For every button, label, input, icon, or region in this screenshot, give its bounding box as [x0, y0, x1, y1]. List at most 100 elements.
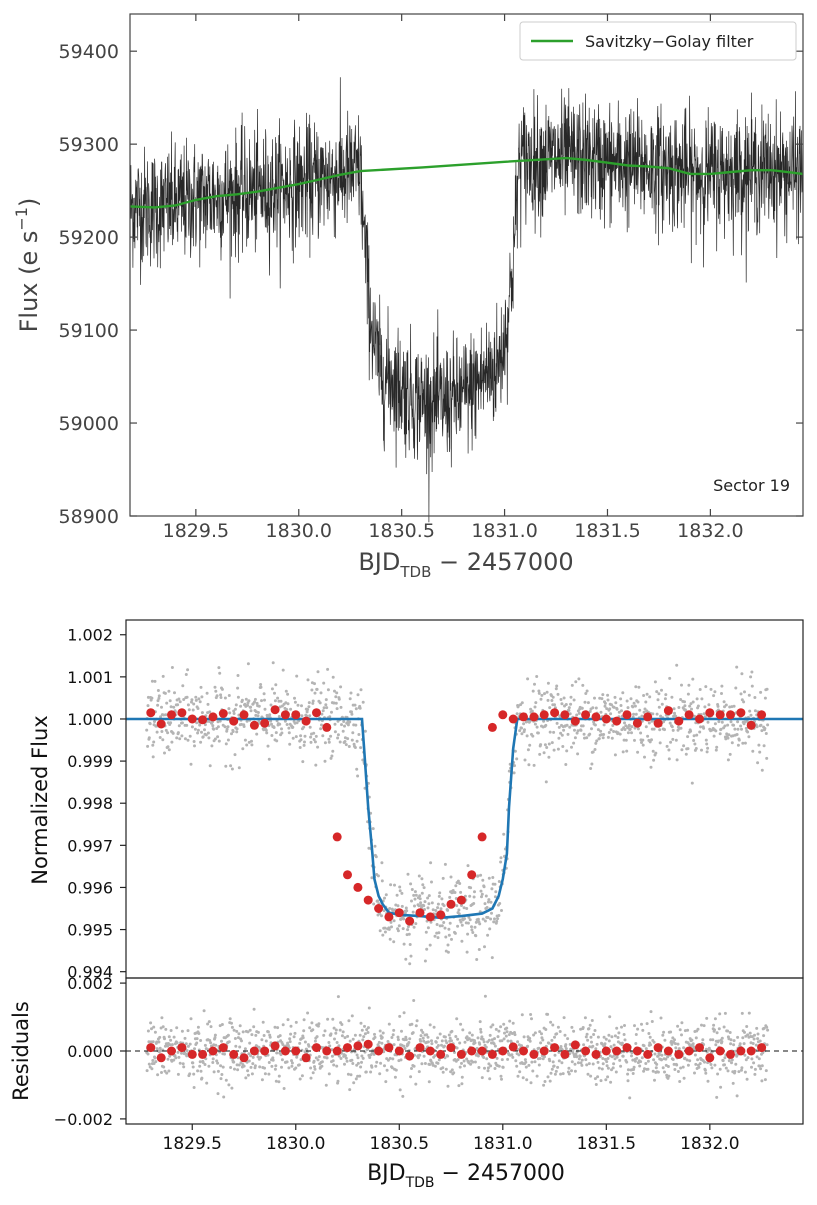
middle-raw-point [569, 702, 573, 706]
middle-raw-point [359, 746, 363, 750]
middle-raw-point [166, 745, 170, 749]
bottom-raw-residual-point [705, 1016, 709, 1020]
bottom-raw-residual-point [423, 1062, 427, 1065]
bottom-binned-residual-point [353, 1041, 363, 1051]
middle-raw-point [303, 734, 307, 738]
middle-raw-point [594, 706, 598, 710]
bottom-raw-residual-point [506, 1039, 510, 1043]
middle-raw-point [372, 902, 376, 906]
bottom-raw-residual-point [718, 1067, 722, 1071]
middle-raw-point [476, 917, 480, 921]
middle-raw-point [730, 741, 734, 745]
bottom-raw-residual-point [667, 1074, 671, 1078]
bottom-raw-residual-point [758, 1039, 762, 1043]
bottom-raw-residual-point [524, 1060, 528, 1064]
bottom-raw-residual-point [282, 1087, 286, 1090]
bottom-raw-residual-point [522, 1035, 526, 1039]
middle-raw-point [346, 723, 350, 727]
bottom-raw-residual-point [638, 1064, 642, 1068]
middle-raw-point [247, 740, 251, 744]
bottom-raw-residual-point [528, 1039, 532, 1043]
middle-raw-point [460, 939, 464, 943]
middle-raw-point [516, 704, 520, 708]
bottom-raw-residual-point [181, 1062, 185, 1066]
middle-raw-point [313, 691, 317, 695]
middle-raw-point [387, 927, 391, 931]
middle-raw-point [335, 707, 339, 711]
bottom-raw-residual-point [680, 1033, 683, 1037]
bottom-raw-residual-point [430, 1042, 434, 1046]
bottom-raw-residual-point [436, 1061, 440, 1065]
middle-raw-point [286, 702, 290, 706]
bottom-raw-residual-point [632, 1065, 636, 1069]
bottom-raw-residual-point [521, 1076, 525, 1080]
middle-binned-point [705, 708, 715, 718]
bottom-raw-residual-point [191, 1065, 195, 1069]
bottom-raw-residual-point [396, 1038, 400, 1042]
bottom-raw-residual-point [537, 1063, 541, 1067]
middle-raw-point [443, 926, 447, 930]
bottom-raw-residual-point [595, 1042, 599, 1046]
middle-raw-point [573, 736, 577, 740]
bottom-binned-residual-point [632, 1046, 642, 1056]
bottom-raw-residual-point [410, 1067, 413, 1070]
middle-raw-point [526, 748, 530, 752]
middle-raw-point [518, 729, 522, 733]
bottom-raw-residual-point [606, 1075, 610, 1079]
middle-raw-point [328, 715, 332, 719]
bottom-raw-residual-point [354, 1077, 358, 1081]
middle-raw-point [612, 730, 616, 733]
middle-raw-point [720, 684, 724, 688]
middle-raw-point [444, 935, 448, 939]
bottom-raw-residual-point [493, 1067, 497, 1070]
middle-raw-point [233, 753, 237, 757]
middle-raw-point [633, 704, 637, 708]
bottom-raw-residual-point [426, 1040, 430, 1044]
middle-raw-point [146, 704, 150, 708]
bottom-raw-residual-point [172, 1058, 176, 1062]
bottom-raw-residual-point [647, 1032, 651, 1035]
middle-raw-point [737, 738, 741, 742]
bottom-raw-residual-point [765, 1043, 769, 1047]
bottom-raw-residual-point [288, 1037, 292, 1041]
middle-raw-point [625, 699, 629, 703]
bottom-raw-residual-point [676, 1042, 680, 1046]
middle-raw-point [306, 708, 310, 711]
bottom-binned-residual-point [405, 1051, 415, 1061]
middle-binned-point [653, 718, 663, 728]
top-x-tick-label: 1829.5 [163, 520, 229, 542]
middle-raw-point [231, 730, 235, 733]
middle-raw-point [185, 723, 189, 727]
middle-raw-point [539, 743, 543, 747]
middle-raw-point [703, 715, 707, 719]
middle-raw-point [463, 894, 467, 898]
middle-raw-point [436, 902, 440, 906]
middle-raw-point [152, 740, 156, 744]
bottom-raw-residual-point [540, 1032, 543, 1036]
bottom-raw-residual-point [562, 1016, 566, 1020]
middle-raw-point [350, 710, 353, 714]
bottom-y-tick-label: 0.002 [67, 974, 113, 993]
bottom-raw-residual-point [551, 1023, 555, 1027]
middle-raw-point [591, 706, 595, 710]
bottom-raw-residual-point [302, 1029, 306, 1033]
bottom-raw-residual-point [547, 1041, 551, 1045]
middle-raw-point [496, 917, 500, 921]
bottom-raw-residual-point [546, 1075, 550, 1079]
bottom-raw-residual-point [380, 1036, 384, 1039]
bottom-raw-residual-point [247, 1052, 251, 1056]
middle-raw-point [674, 714, 678, 718]
middle-raw-point [557, 725, 561, 729]
bottom-raw-residual-point [696, 1027, 700, 1031]
middle-raw-point [404, 957, 408, 961]
top-x-tick-label: 1830.5 [368, 520, 434, 542]
bottom-raw-residual-point [535, 1074, 539, 1078]
bottom-raw-residual-point [616, 1036, 620, 1039]
bottom-raw-residual-point [458, 1041, 462, 1045]
bottom-raw-residual-point [502, 1037, 506, 1041]
middle-raw-point [660, 688, 663, 692]
bottom-binned-residual-point [560, 1049, 570, 1059]
middle-raw-point [639, 731, 643, 735]
middle-raw-point [200, 695, 204, 699]
middle-raw-point [615, 707, 619, 711]
